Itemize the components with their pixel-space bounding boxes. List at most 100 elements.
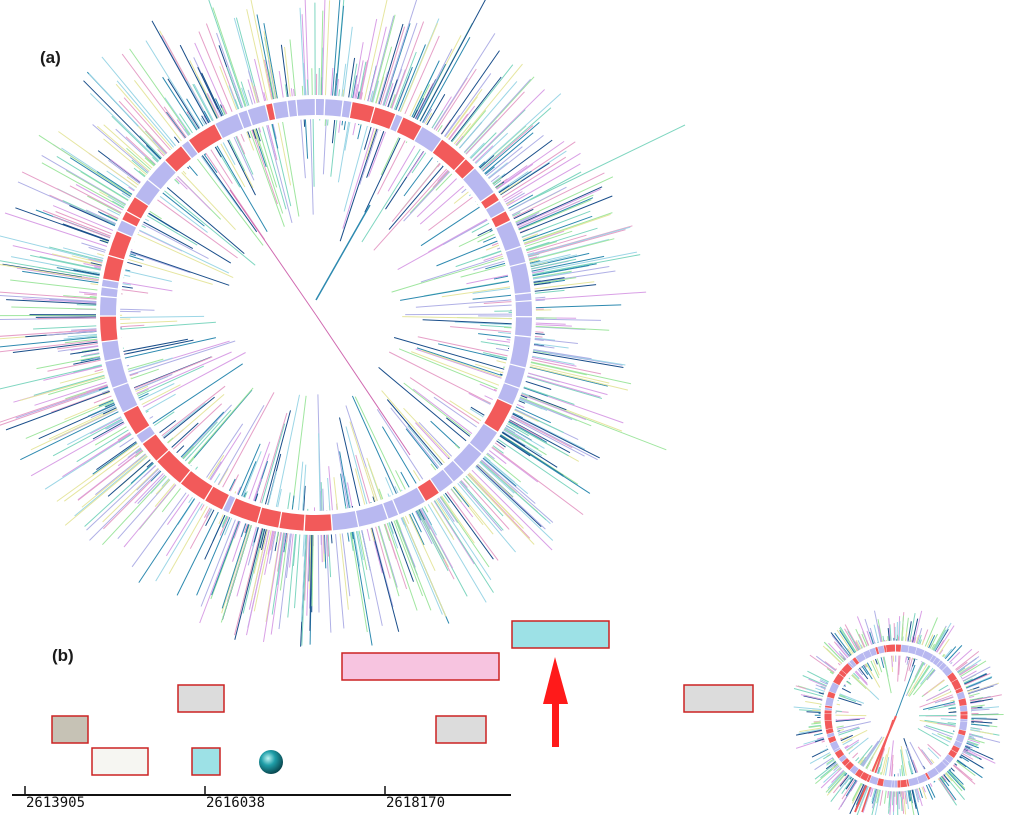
ring-segment-lavender [223, 495, 236, 513]
outer-spike [285, 531, 293, 578]
inner-spike [210, 149, 233, 184]
inner-spike [889, 740, 894, 778]
inner-spike [477, 228, 493, 237]
outer-spike [401, 515, 447, 617]
outer-spike [123, 97, 173, 152]
outer-spike [130, 461, 156, 484]
outer-spike [526, 253, 540, 258]
outer-spike [22, 270, 101, 284]
outer-spike [5, 390, 112, 431]
inner-spike [428, 196, 473, 231]
outer-spike [85, 209, 118, 225]
ring-segment-red [833, 673, 845, 686]
outer-spike [276, 530, 286, 586]
outer-spike [57, 345, 101, 352]
outer-spike [299, 7, 306, 98]
outer-spike [490, 445, 584, 516]
outer-spike [377, 523, 398, 588]
outer-spike [221, 522, 251, 609]
feature-box-cyan-highlight [511, 620, 610, 649]
ring-segment-lavender [944, 754, 954, 764]
ring-segment-red [841, 757, 850, 766]
inner-spike [241, 461, 257, 497]
outer-spike [103, 138, 149, 177]
outer-spike [530, 265, 590, 277]
inner-spike [320, 482, 323, 511]
ring-segment-lavender [112, 383, 138, 413]
position-axis [12, 786, 511, 796]
ring-segment-red [900, 779, 908, 788]
outer-spike [934, 625, 955, 656]
inner-spike [237, 443, 261, 496]
ring-segment-lavender [287, 99, 298, 117]
inner-spike [485, 244, 500, 251]
inner-spike [376, 409, 424, 480]
outer-spike [444, 88, 483, 140]
outer-spike [240, 521, 247, 538]
outer-spike [464, 120, 498, 156]
outer-spike [367, 26, 387, 104]
outer-spike [531, 348, 592, 360]
inner-spike [222, 142, 236, 166]
outer-spike [47, 359, 103, 372]
outer-spike [84, 293, 99, 296]
outer-spike [71, 255, 105, 265]
outer-spike [531, 344, 555, 349]
ring-segment-lavender [215, 113, 244, 139]
outer-spike [438, 494, 459, 523]
ring-segment-lavender [515, 317, 532, 337]
outer-spike [408, 90, 423, 119]
inner-spike [441, 165, 444, 167]
inner-spike [163, 396, 215, 439]
inner-spike [330, 120, 338, 177]
outer-spike [528, 252, 590, 268]
outer-spike [429, 500, 455, 540]
outer-spike [966, 694, 1002, 703]
outer-spike [73, 269, 102, 276]
outer-spike [479, 458, 554, 523]
outer-spike [65, 170, 128, 207]
outer-spike [121, 53, 187, 141]
ring-segment-lavender [953, 740, 963, 749]
outer-spike [80, 352, 102, 358]
inner-spike [836, 727, 860, 736]
inner-spike [387, 493, 390, 497]
outer-spike [434, 497, 450, 521]
outer-spike [521, 215, 593, 243]
outer-spike [525, 374, 601, 398]
outer-spike [898, 621, 901, 645]
outer-spike [462, 76, 535, 155]
outer-spike [835, 643, 851, 661]
outer-spike [474, 463, 542, 528]
outer-spike [357, 61, 367, 102]
outer-spike [15, 385, 110, 419]
inner-spike [195, 466, 199, 470]
ring-segment-red [417, 479, 439, 501]
outer-spike [807, 670, 833, 684]
inner-spike [840, 729, 868, 745]
inner-spike [499, 373, 503, 376]
outer-spike [39, 256, 103, 271]
outer-spike [96, 440, 139, 471]
inner-spike [233, 136, 255, 181]
outer-spike [395, 517, 402, 530]
outer-spike [263, 23, 279, 101]
outer-spike [388, 520, 394, 534]
outer-spike [950, 762, 976, 785]
inner-spike [938, 683, 950, 692]
ring-segment-lavender [942, 758, 950, 767]
ring-segment-lavender [877, 645, 885, 654]
outer-spike [162, 76, 199, 133]
inner-spike [391, 257, 504, 293]
outer-spike [415, 508, 449, 572]
outer-spike [844, 624, 862, 654]
ring-segment-lavender [414, 127, 442, 153]
inner-spike [445, 417, 471, 437]
outer-spike [456, 481, 516, 553]
outer-spike [0, 291, 99, 300]
inner-spike [460, 264, 506, 278]
inner-spike [876, 656, 883, 673]
inner-spike [258, 127, 262, 133]
ring-segment-red [875, 647, 880, 655]
inner-spike [127, 261, 143, 267]
